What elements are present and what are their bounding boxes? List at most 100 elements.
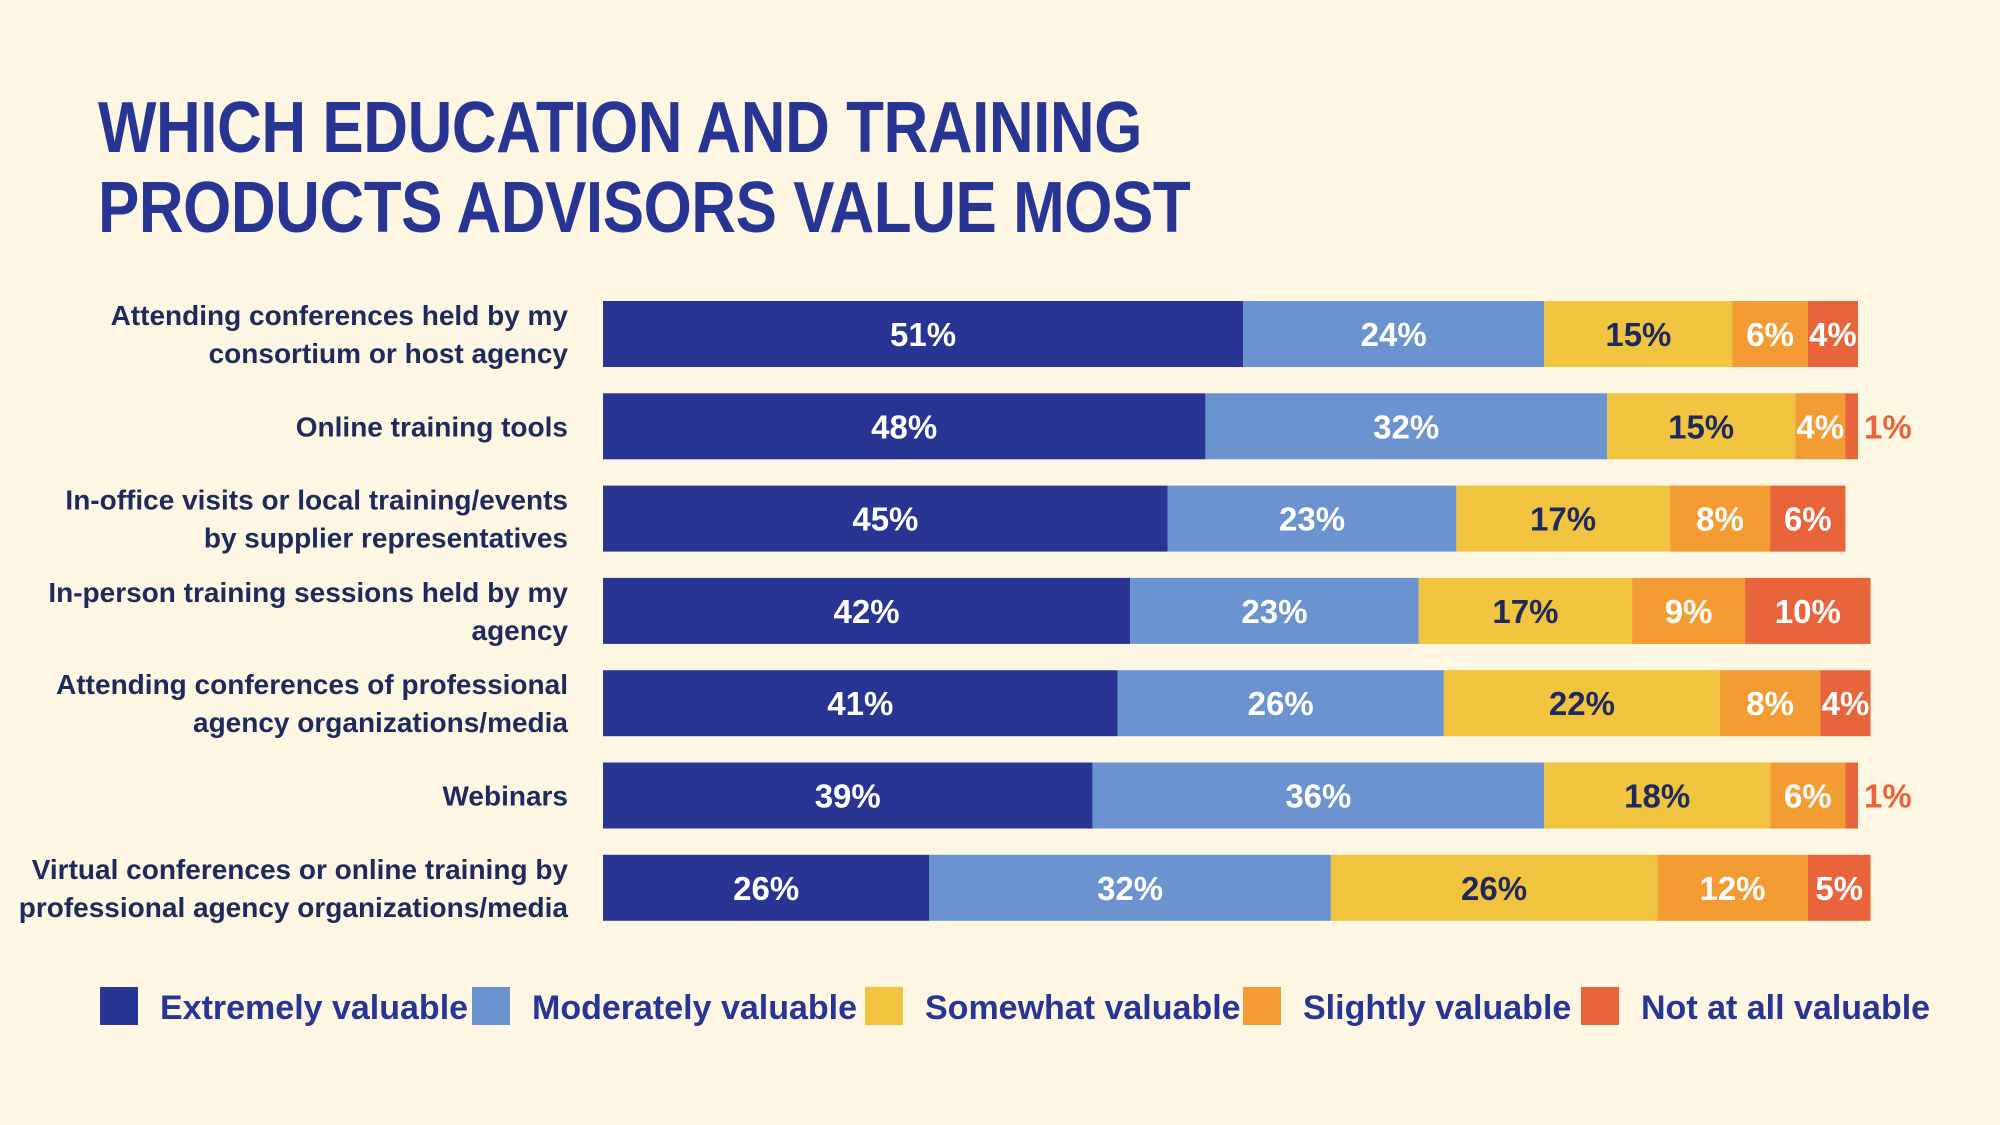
bar-segment — [1117, 670, 1444, 737]
data-label: 24% — [1361, 316, 1427, 353]
data-label: 36% — [1285, 778, 1351, 815]
bar-segment — [603, 762, 1093, 829]
legend-label: Somewhat valuable — [925, 989, 1241, 1027]
bar-segment — [1845, 762, 1858, 829]
data-label: 4% — [1809, 316, 1857, 353]
data-label: 45% — [852, 501, 918, 538]
category-label: Virtual conferences or online training b… — [19, 854, 569, 923]
data-label: 6% — [1784, 778, 1832, 815]
bar-segment — [1130, 577, 1419, 644]
data-label: 8% — [1696, 501, 1744, 538]
data-label: 1% — [1864, 778, 1912, 815]
data-label: 12% — [1699, 870, 1765, 907]
data-label: 9% — [1665, 593, 1713, 630]
data-label: 8% — [1746, 685, 1794, 722]
category-label-line: by supplier representatives — [204, 523, 568, 554]
category-label-line: In-person training sessions held by my — [48, 577, 568, 608]
bar-segment — [1456, 485, 1670, 552]
data-label: 39% — [815, 778, 881, 815]
category-label-line: Webinars — [442, 781, 568, 812]
category-labels: Attending conferences held by my consorti… — [19, 300, 569, 923]
bars: 51% 24% 15% 6% 4% 48% 32% 15% 4% 1% 45% 23% 17% 8% 6% 4… — [603, 301, 1912, 921]
category-label: Attending conferences held by my consorti… — [111, 300, 569, 369]
data-label: 17% — [1492, 593, 1558, 630]
data-label: 6% — [1746, 316, 1794, 353]
data-label: 15% — [1668, 408, 1734, 445]
data-label: 5% — [1815, 870, 1863, 907]
bar-segment — [1607, 393, 1796, 460]
chart-title: WHICH EDUCATION AND TRAINING PRODUCTS AD… — [98, 88, 1191, 248]
bar-segment — [1719, 670, 1821, 737]
data-label: 48% — [871, 408, 937, 445]
data-label: 6% — [1784, 501, 1832, 538]
bar-segment — [603, 854, 930, 921]
bar-segment — [603, 301, 1244, 367]
bar-segment — [1544, 762, 1771, 829]
legend-swatch — [1581, 987, 1619, 1025]
bar-segment — [1807, 854, 1871, 921]
bar-segment — [929, 854, 1331, 921]
bar-segment — [1669, 485, 1771, 552]
bar-segment — [1745, 577, 1871, 644]
category-label-line: Virtual conferences or online training b… — [32, 854, 569, 885]
data-label: 10% — [1775, 593, 1841, 630]
legend-swatch — [472, 987, 510, 1025]
data-label: 51% — [890, 316, 956, 353]
category-label-line: agency organizations/media — [193, 707, 568, 738]
category-label: In-office visits or local training/event… — [65, 485, 568, 554]
data-label: 4% — [1796, 408, 1844, 445]
category-label: Attending conferences of professional age… — [56, 669, 568, 738]
bar-segment — [1205, 393, 1607, 460]
category-label-line: professional agency organizations/media — [19, 892, 569, 923]
data-label: 22% — [1549, 685, 1615, 722]
bar-segment — [1770, 485, 1846, 552]
bar-segment — [1092, 762, 1545, 829]
data-label: 26% — [733, 870, 799, 907]
bar-segment — [1807, 301, 1858, 367]
data-label: 4% — [1822, 685, 1870, 722]
category-label: Online training tools — [296, 411, 568, 442]
category-label-line: Online training tools — [296, 411, 568, 442]
data-label: 26% — [1248, 685, 1314, 722]
data-label: 23% — [1279, 501, 1345, 538]
data-label: 18% — [1624, 778, 1690, 815]
bar-segment — [603, 393, 1206, 460]
bar-segment — [1795, 393, 1846, 460]
bar-segment — [1443, 670, 1720, 737]
bar-segment — [1820, 670, 1871, 737]
data-label: 42% — [834, 593, 900, 630]
legend-label: Extremely valuable — [160, 989, 468, 1027]
category-label-line: consortium or host agency — [209, 338, 569, 369]
legend: Extremely valuable Moderately valuable Som… — [100, 987, 1930, 1027]
bar-segment — [603, 670, 1118, 737]
data-label: 17% — [1530, 501, 1596, 538]
data-label: 26% — [1461, 870, 1527, 907]
legend-swatch — [100, 987, 138, 1025]
category-label-line: agency — [472, 615, 569, 646]
data-label: 41% — [827, 685, 893, 722]
bar-segment — [603, 485, 1168, 552]
legend-swatch — [1243, 987, 1281, 1025]
bar-segment — [1657, 854, 1808, 921]
bar-segment — [1770, 762, 1846, 829]
legend-label: Not at all valuable — [1641, 989, 1930, 1027]
category-label-line: Attending conferences of professional — [56, 669, 568, 700]
bar-segment — [1845, 393, 1858, 460]
bar-segment — [603, 577, 1131, 644]
bar-segment — [1167, 485, 1457, 552]
legend-label: Moderately valuable — [532, 989, 857, 1027]
bar-segment — [1330, 854, 1658, 921]
bar-segment — [1243, 301, 1545, 367]
bar-segment — [1632, 577, 1746, 644]
legend-swatch — [865, 987, 903, 1025]
category-label: Webinars — [442, 781, 568, 812]
bar-segment — [1732, 301, 1808, 367]
legend-label: Slightly valuable — [1303, 989, 1571, 1027]
data-label: 32% — [1097, 870, 1163, 907]
category-label-line: Attending conferences held by my — [111, 300, 569, 331]
data-label: 32% — [1373, 408, 1439, 445]
category-label-line: In-office visits or local training/event… — [65, 485, 568, 516]
data-label: 23% — [1241, 593, 1307, 630]
bar-segment — [1418, 577, 1633, 644]
